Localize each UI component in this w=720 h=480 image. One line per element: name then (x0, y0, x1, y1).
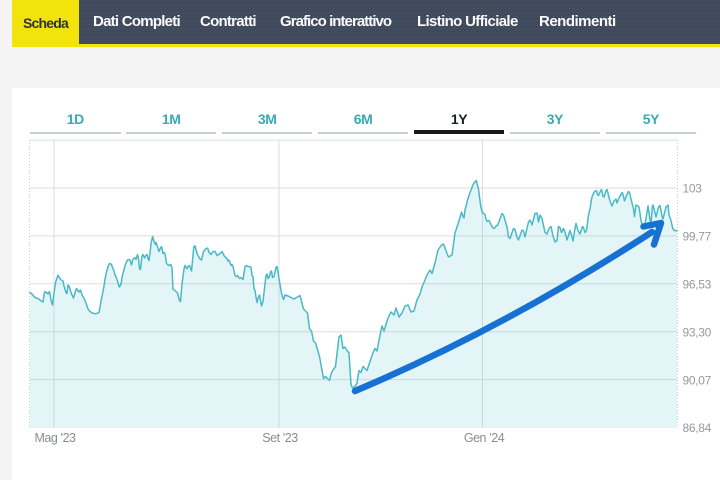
svg-text:99,77: 99,77 (683, 230, 712, 244)
svg-text:86,84: 86,84 (683, 421, 712, 435)
svg-text:Mag ’23: Mag ’23 (35, 431, 77, 445)
svg-text:Gen ’24: Gen ’24 (464, 431, 505, 445)
svg-text:90,07: 90,07 (683, 373, 712, 387)
svg-text:103: 103 (683, 182, 703, 196)
svg-text:96,53: 96,53 (683, 278, 712, 292)
svg-text:Set ’23: Set ’23 (262, 431, 298, 445)
svg-text:93,30: 93,30 (683, 325, 712, 339)
